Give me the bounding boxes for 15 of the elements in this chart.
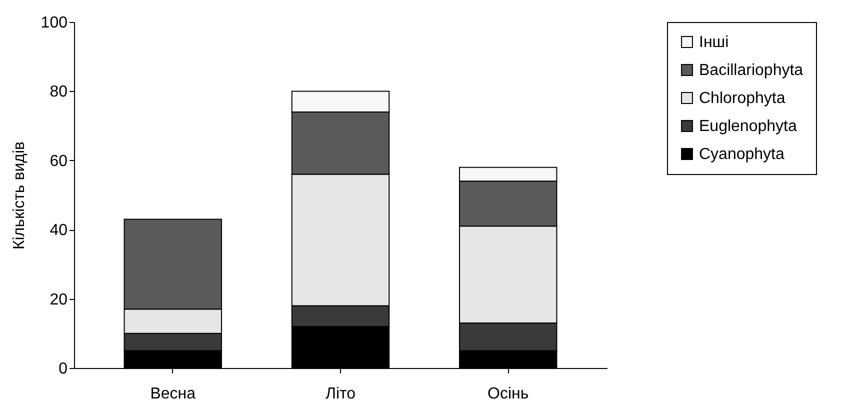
legend-label: Euglenophyta — [699, 118, 797, 135]
y-axis-title: Кількість видів — [10, 141, 28, 250]
x-tick-label: Літо — [325, 386, 356, 402]
y-tick-label: 0 — [58, 360, 68, 378]
legend-label: Інші — [699, 34, 729, 51]
legend-label: Chlorophyta — [699, 90, 786, 107]
y-tick-label: 40 — [50, 222, 68, 240]
legend-label: Bacillariophyta — [699, 62, 804, 79]
y-tick-label: 60 — [50, 152, 68, 170]
y-tick-label: 100 — [40, 14, 68, 32]
legend-label: Cyanophyta — [699, 146, 784, 163]
y-tick-label: 80 — [50, 84, 68, 101]
x-tick-label: Весна — [150, 386, 196, 402]
y-tick-label: 20 — [50, 291, 68, 308]
x-tick-label: Осінь — [488, 386, 529, 402]
